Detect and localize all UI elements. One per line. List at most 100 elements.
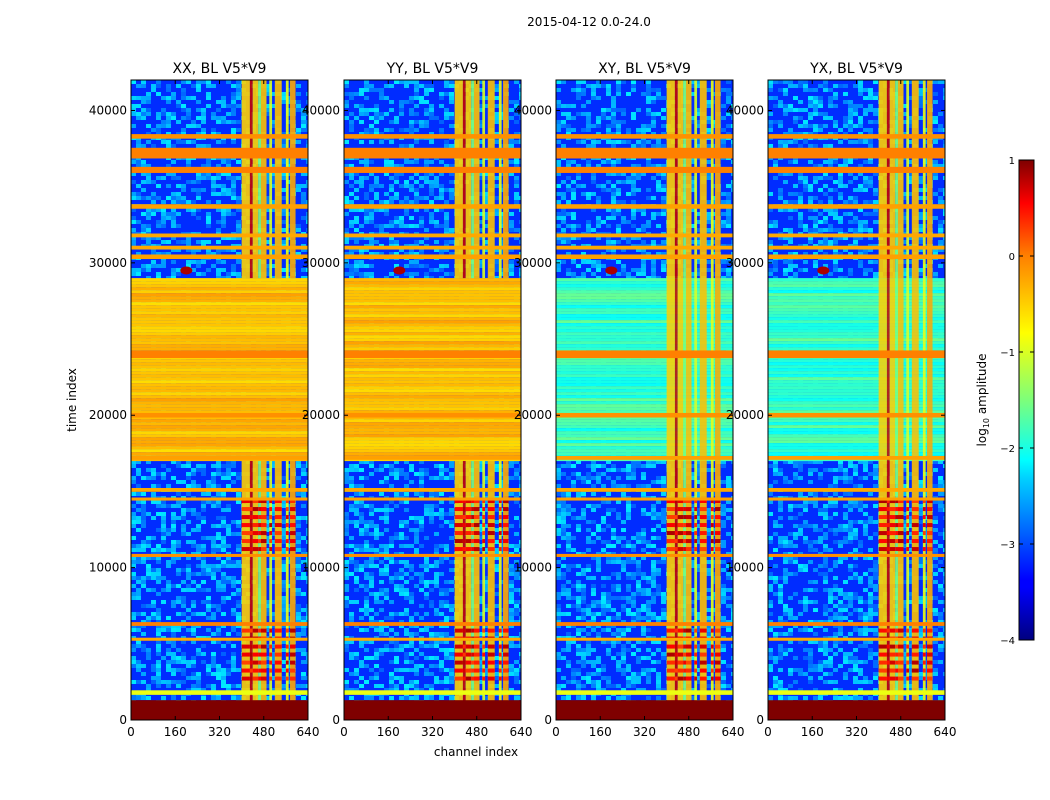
heatmap-cell [409, 592, 414, 596]
heatmap-cell [374, 128, 379, 132]
heatmap-cell [156, 128, 161, 132]
heatmap-cell [414, 196, 419, 200]
heatmap-row [131, 323, 308, 327]
heatmap-cell [449, 112, 454, 116]
heatmap-cell [151, 208, 156, 212]
heatmap-cell [221, 476, 226, 480]
heatmap-cell [146, 268, 151, 272]
heatmap-cell [136, 576, 141, 580]
heatmap-cell [231, 660, 236, 664]
heatmap-cell [146, 196, 151, 200]
heatmap-cell [439, 252, 444, 256]
heatmap-cell [484, 580, 489, 584]
heatmap-cell [171, 112, 176, 116]
hot-cell [274, 547, 282, 552]
heatmap-cell [236, 560, 241, 564]
heatmap-cell [186, 688, 191, 692]
heatmap-cell [186, 664, 191, 668]
heatmap-cell [151, 572, 156, 576]
heatmap-cell [344, 228, 349, 232]
heatmap-cell [434, 196, 439, 200]
hot-cell [249, 515, 253, 520]
heatmap-cell [186, 532, 191, 536]
heatmap-cell [266, 172, 271, 176]
heatmap-cell [349, 120, 354, 124]
heatmap-cell [176, 624, 181, 628]
heatmap-cell [161, 500, 166, 504]
heatmap-cell [136, 596, 141, 600]
heatmap-cell [419, 248, 424, 252]
heatmap-cell [226, 632, 231, 636]
heatmap-cell [226, 688, 231, 692]
heatmap-cell [191, 676, 196, 680]
heatmap-cell [404, 560, 409, 564]
heatmap-cell [301, 276, 306, 280]
hot-cell [290, 499, 296, 504]
heatmap-cell [369, 216, 374, 220]
heatmap-cell [266, 568, 271, 572]
heatmap-cell [206, 484, 211, 488]
heatmap-cell [156, 276, 161, 280]
heatmap-cell [439, 508, 444, 512]
heatmap-cell [211, 264, 216, 268]
heatmap-cell [281, 220, 286, 224]
heatmap-cell [409, 544, 414, 548]
heatmap-cell [231, 184, 236, 188]
heatmap-cell [354, 268, 359, 272]
heatmap-cell [266, 108, 271, 112]
heatmap-cell [236, 600, 241, 604]
heatmap-cell [414, 264, 419, 268]
heatmap-cell [419, 468, 424, 472]
time-line [131, 134, 308, 139]
heatmap-cell [394, 460, 399, 464]
heatmap-cell [394, 560, 399, 564]
heatmap-cell [161, 212, 166, 216]
heatmap-cell [271, 180, 276, 184]
heatmap-cell [216, 672, 221, 676]
heatmap-cell [181, 240, 186, 244]
heatmap-cell [439, 248, 444, 252]
heatmap-cell [514, 516, 519, 520]
heatmap-cell [449, 92, 454, 96]
heatmap-cell [221, 172, 226, 176]
heatmap-cell [514, 196, 519, 200]
heatmap-cell [379, 568, 384, 572]
heatmap-cell [409, 596, 414, 600]
heatmap-cell [166, 584, 171, 588]
heatmap-cell [281, 548, 286, 552]
heatmap-cell [306, 160, 308, 164]
heatmap-cell [231, 120, 236, 124]
heatmap-cell [141, 680, 146, 684]
heatmap-cell [271, 264, 276, 268]
heatmap-cell [364, 520, 369, 524]
heatmap-cell [444, 264, 449, 268]
heatmap-cell [196, 172, 201, 176]
heatmap-cell [201, 508, 206, 512]
heatmap-cell [374, 192, 379, 196]
heatmap-cell [201, 588, 206, 592]
heatmap-cell [151, 84, 156, 88]
heatmap-cell [519, 492, 521, 496]
heatmap-cell [414, 180, 419, 184]
heatmap-cell [364, 84, 369, 88]
heatmap-cell [146, 572, 151, 576]
heatmap-cell [369, 464, 374, 468]
hot-cell [249, 668, 253, 673]
heatmap-cell [414, 572, 419, 576]
heatmap-cell [231, 180, 236, 184]
hot-cell [249, 547, 253, 552]
heatmap-cell [156, 664, 161, 668]
hot-cell [274, 539, 282, 544]
heatmap-cell [364, 272, 369, 276]
heatmap-cell [479, 176, 484, 180]
heatmap-cell [151, 472, 156, 476]
heatmap-cell [306, 532, 308, 536]
heatmap-cell [494, 540, 499, 544]
heatmap-cell [384, 464, 389, 468]
heatmap-cell [429, 88, 434, 92]
heatmap-cell [166, 88, 171, 92]
heatmap-cell [344, 576, 349, 580]
heatmap-cell [444, 140, 449, 144]
heatmap-cell [301, 172, 306, 176]
hot-cell [258, 660, 261, 665]
